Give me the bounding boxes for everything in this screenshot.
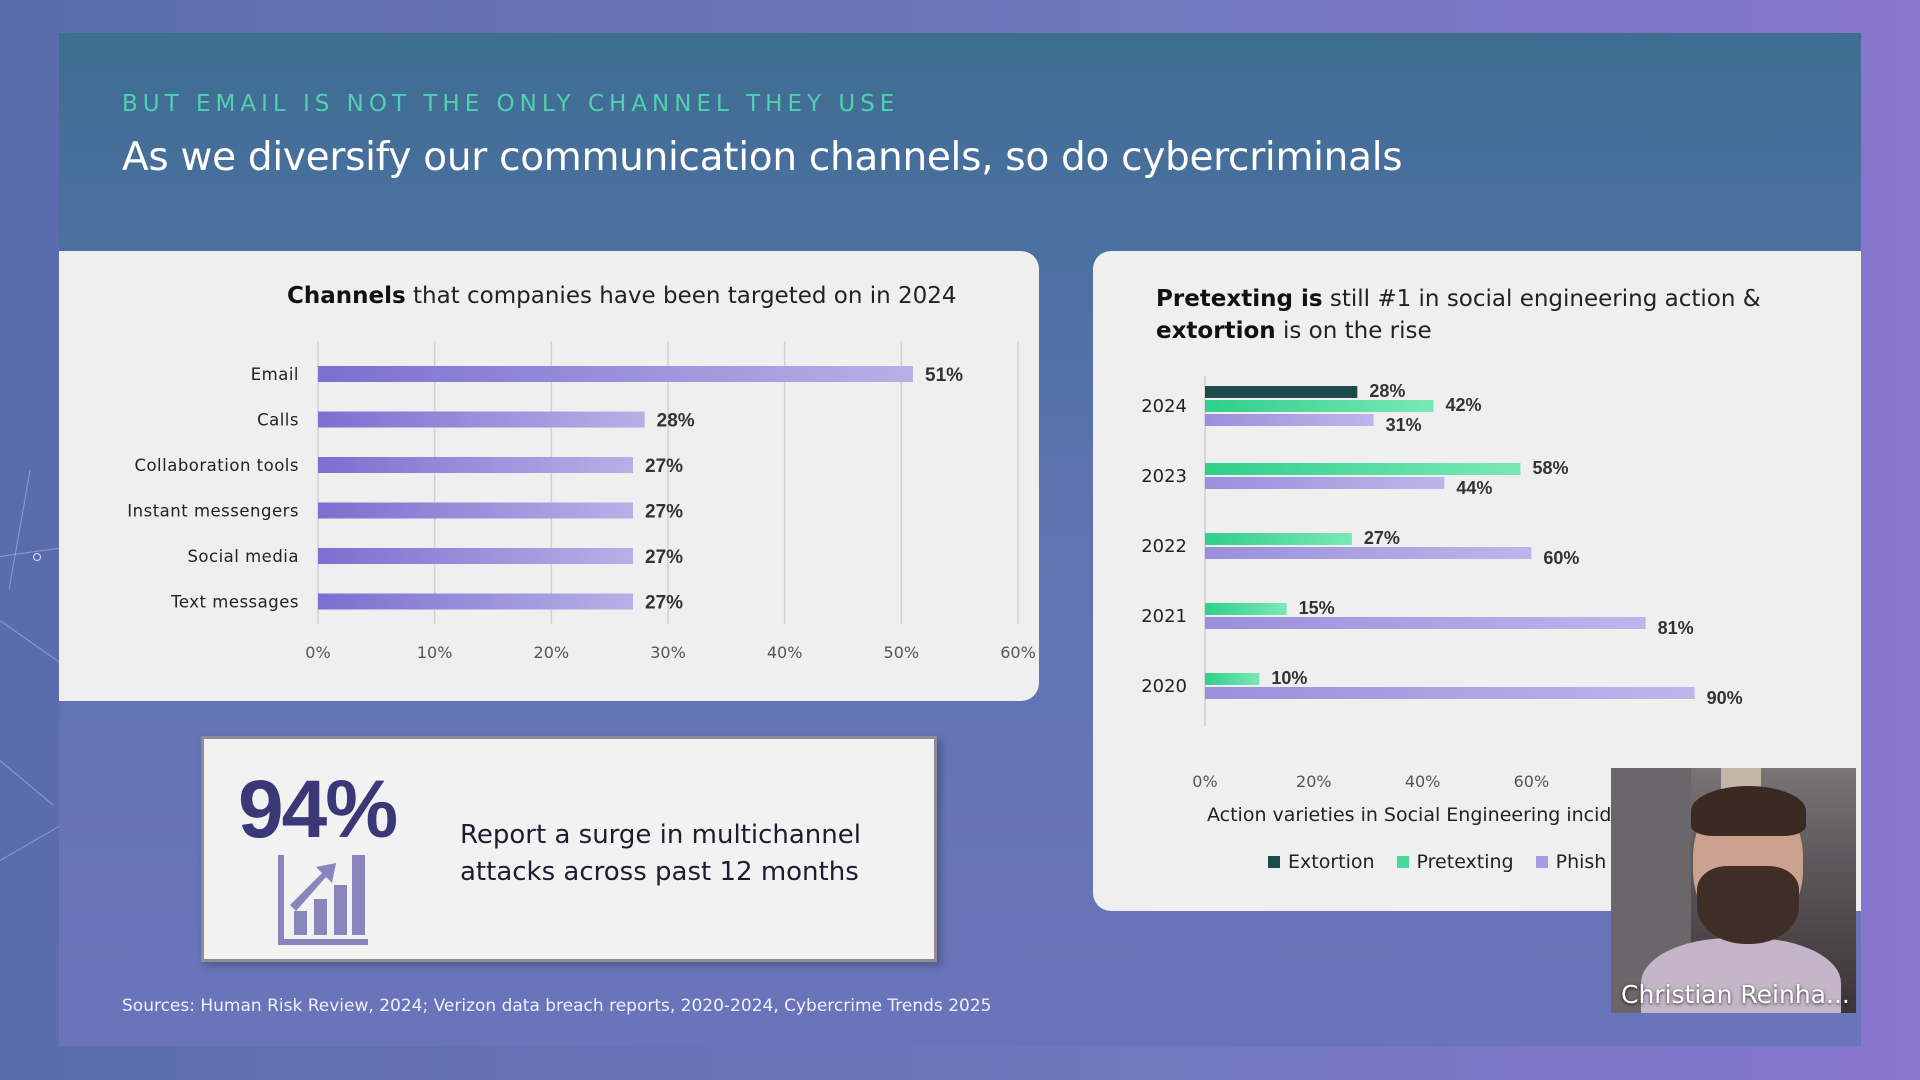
se-chart-legend: Extortion Pretexting Phish (1268, 851, 1606, 873)
participant-hair (1691, 786, 1806, 836)
bar-phish-2022 (1205, 547, 1532, 559)
stat-description: Report a surge in multichannel attacks a… (460, 820, 861, 887)
year-label: 2024 (1141, 396, 1187, 417)
bar-phish-2021 (1205, 617, 1646, 629)
stat-number: 94% (238, 764, 398, 855)
se-chart-title: Pretexting is still #1 in social enginee… (1156, 283, 1761, 347)
bar-pretexting-2023 (1205, 463, 1521, 475)
data-label: 15% (1299, 598, 1335, 618)
background-line (0, 547, 60, 557)
bar-phish-2024 (1205, 414, 1374, 426)
bar-text-messages (318, 593, 633, 610)
legend-item-phishing: Phish (1535, 851, 1607, 873)
x-tick-label: 20% (534, 643, 570, 662)
x-tick-label: 60% (1514, 772, 1550, 791)
x-tick-label: 0% (1192, 772, 1217, 791)
background-line (8, 470, 31, 589)
background-line (0, 760, 54, 806)
x-tick-label: 0% (305, 643, 330, 662)
channels-chart-title-rest: that companies have been targeted on in … (405, 283, 957, 309)
background-line (0, 620, 66, 667)
bar-collaboration-tools (318, 457, 633, 473)
data-label: 27% (645, 456, 683, 477)
se-chart-title-bold-2: extortion (1156, 318, 1276, 344)
data-label: 60% (1543, 548, 1579, 568)
channels-chart-title-bold: Channels (287, 283, 406, 309)
year-label: 2022 (1141, 536, 1187, 557)
background-line (0, 825, 61, 861)
x-tick-label: 50% (884, 643, 920, 662)
chart-growth-icon (278, 855, 368, 945)
data-label: 44% (1456, 478, 1492, 498)
category-label: Instant messengers (127, 502, 299, 521)
category-label: Collaboration tools (134, 456, 299, 475)
slide: BUT EMAIL IS NOT THE ONLY CHANNEL THEY U… (59, 33, 1861, 1046)
x-tick-label: 40% (1405, 772, 1441, 791)
category-label: Social media (187, 547, 299, 566)
category-label: Text messages (170, 593, 299, 612)
data-label: 42% (1445, 395, 1481, 415)
x-tick-label: 60% (1000, 643, 1036, 662)
channels-chart-panel: Channels that companies have been target… (59, 251, 1039, 701)
x-tick-label: 40% (767, 643, 803, 662)
bar-phish-2020 (1205, 687, 1695, 699)
legend-swatch-pretexting (1396, 856, 1409, 868)
slide-eyebrow: BUT EMAIL IS NOT THE ONLY CHANNEL THEY U… (122, 91, 900, 117)
data-label: 27% (645, 547, 683, 568)
bar-instant-messengers (318, 502, 633, 519)
data-label: 58% (1533, 458, 1569, 478)
category-label: Calls (257, 411, 299, 430)
bar-pretexting-2024 (1205, 400, 1434, 412)
bar-email (318, 366, 913, 382)
data-label: 81% (1658, 618, 1694, 638)
x-tick-label: 20% (1296, 772, 1332, 791)
background-node (33, 553, 41, 561)
sources-footnote: Sources: Human Risk Review, 2024; Verizo… (122, 996, 992, 1016)
data-label: 90% (1707, 688, 1743, 708)
data-label: 27% (1364, 528, 1400, 548)
data-label: 27% (645, 502, 683, 523)
legend-label-phishing: Phish (1555, 851, 1607, 873)
bar-pretexting-2020 (1205, 673, 1260, 685)
social-engineering-bar-chart: 0%20%40%60%80%100%202428%42%31%202358%44… (1141, 376, 1772, 791)
bar-social-media (318, 548, 633, 564)
legend-item-pretexting: Pretexting (1396, 851, 1514, 873)
se-chart-title-rest-1: still #1 in social engineering action & (1322, 286, 1761, 312)
stat-callout: 94% Report a surge in multichannel attac… (201, 736, 937, 962)
participant-video-tile[interactable]: Christian Reinha... (1611, 768, 1856, 1013)
year-label: 2021 (1141, 606, 1187, 627)
data-label: 28% (1369, 381, 1405, 401)
channels-bar-chart: 0% 10% 20% 30% 40% 50% 60% Email 51% Calls 28% Coll… (127, 341, 1036, 662)
participant-shirt (1641, 938, 1841, 1013)
legend-label-extortion: Extortion (1288, 851, 1375, 873)
se-chart-title-rest-2: is on the rise (1275, 318, 1432, 344)
year-label: 2020 (1141, 676, 1187, 697)
se-chart-title-bold-1: Pretexting is (1156, 286, 1323, 312)
participant-name: Christian Reinha... (1621, 980, 1850, 1009)
data-label: 31% (1386, 415, 1422, 435)
data-label: 51% (925, 365, 963, 386)
participant-beard (1697, 866, 1799, 944)
category-label: Email (251, 365, 299, 384)
data-label: 27% (645, 593, 683, 614)
data-label: 10% (1271, 668, 1307, 688)
bar-extortion-2024 (1205, 386, 1358, 398)
data-label: 28% (657, 411, 695, 432)
se-chart-caption: Action varieties in Social Engineering i… (1207, 804, 1653, 826)
bar-pretexting-2021 (1205, 603, 1287, 615)
bar-calls (318, 411, 645, 428)
x-tick-label: 10% (417, 643, 453, 662)
year-label: 2023 (1141, 466, 1187, 487)
x-tick-label: 30% (650, 643, 686, 662)
legend-swatch-phishing (1535, 856, 1548, 868)
channels-chart-title: Channels that companies have been target… (287, 283, 957, 309)
bar-phish-2023 (1205, 477, 1445, 489)
slide-title: As we diversify our communication channe… (122, 135, 1403, 180)
bar-pretexting-2022 (1205, 533, 1352, 545)
legend-item-extortion: Extortion (1268, 851, 1375, 873)
legend-label-pretexting: Pretexting (1416, 851, 1514, 873)
legend-swatch-extortion (1268, 856, 1280, 868)
